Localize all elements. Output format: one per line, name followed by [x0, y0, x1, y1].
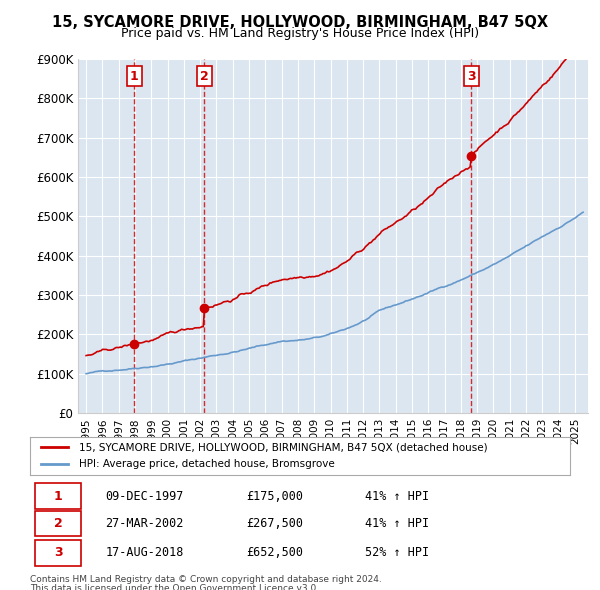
Text: 3: 3 [467, 70, 475, 83]
Text: This data is licensed under the Open Government Licence v3.0.: This data is licensed under the Open Gov… [30, 584, 319, 590]
FancyBboxPatch shape [35, 511, 82, 536]
Text: Contains HM Land Registry data © Crown copyright and database right 2024.: Contains HM Land Registry data © Crown c… [30, 575, 382, 584]
Text: 2: 2 [54, 517, 62, 530]
Text: £175,000: £175,000 [246, 490, 303, 503]
Text: 2: 2 [200, 70, 208, 83]
FancyBboxPatch shape [35, 540, 82, 566]
Text: 1: 1 [54, 490, 62, 503]
Text: 3: 3 [54, 546, 62, 559]
Text: 41% ↑ HPI: 41% ↑ HPI [365, 517, 429, 530]
Text: 41% ↑ HPI: 41% ↑ HPI [365, 490, 429, 503]
Text: 27-MAR-2002: 27-MAR-2002 [106, 517, 184, 530]
Text: HPI: Average price, detached house, Bromsgrove: HPI: Average price, detached house, Brom… [79, 459, 334, 469]
FancyBboxPatch shape [35, 483, 82, 509]
Text: 09-DEC-1997: 09-DEC-1997 [106, 490, 184, 503]
Text: Price paid vs. HM Land Registry's House Price Index (HPI): Price paid vs. HM Land Registry's House … [121, 27, 479, 40]
Text: 17-AUG-2018: 17-AUG-2018 [106, 546, 184, 559]
Text: 15, SYCAMORE DRIVE, HOLLYWOOD, BIRMINGHAM, B47 5QX: 15, SYCAMORE DRIVE, HOLLYWOOD, BIRMINGHA… [52, 15, 548, 30]
Text: £652,500: £652,500 [246, 546, 303, 559]
Text: 15, SYCAMORE DRIVE, HOLLYWOOD, BIRMINGHAM, B47 5QX (detached house): 15, SYCAMORE DRIVE, HOLLYWOOD, BIRMINGHA… [79, 442, 487, 453]
Text: £267,500: £267,500 [246, 517, 303, 530]
Text: 1: 1 [130, 70, 139, 83]
Text: 52% ↑ HPI: 52% ↑ HPI [365, 546, 429, 559]
